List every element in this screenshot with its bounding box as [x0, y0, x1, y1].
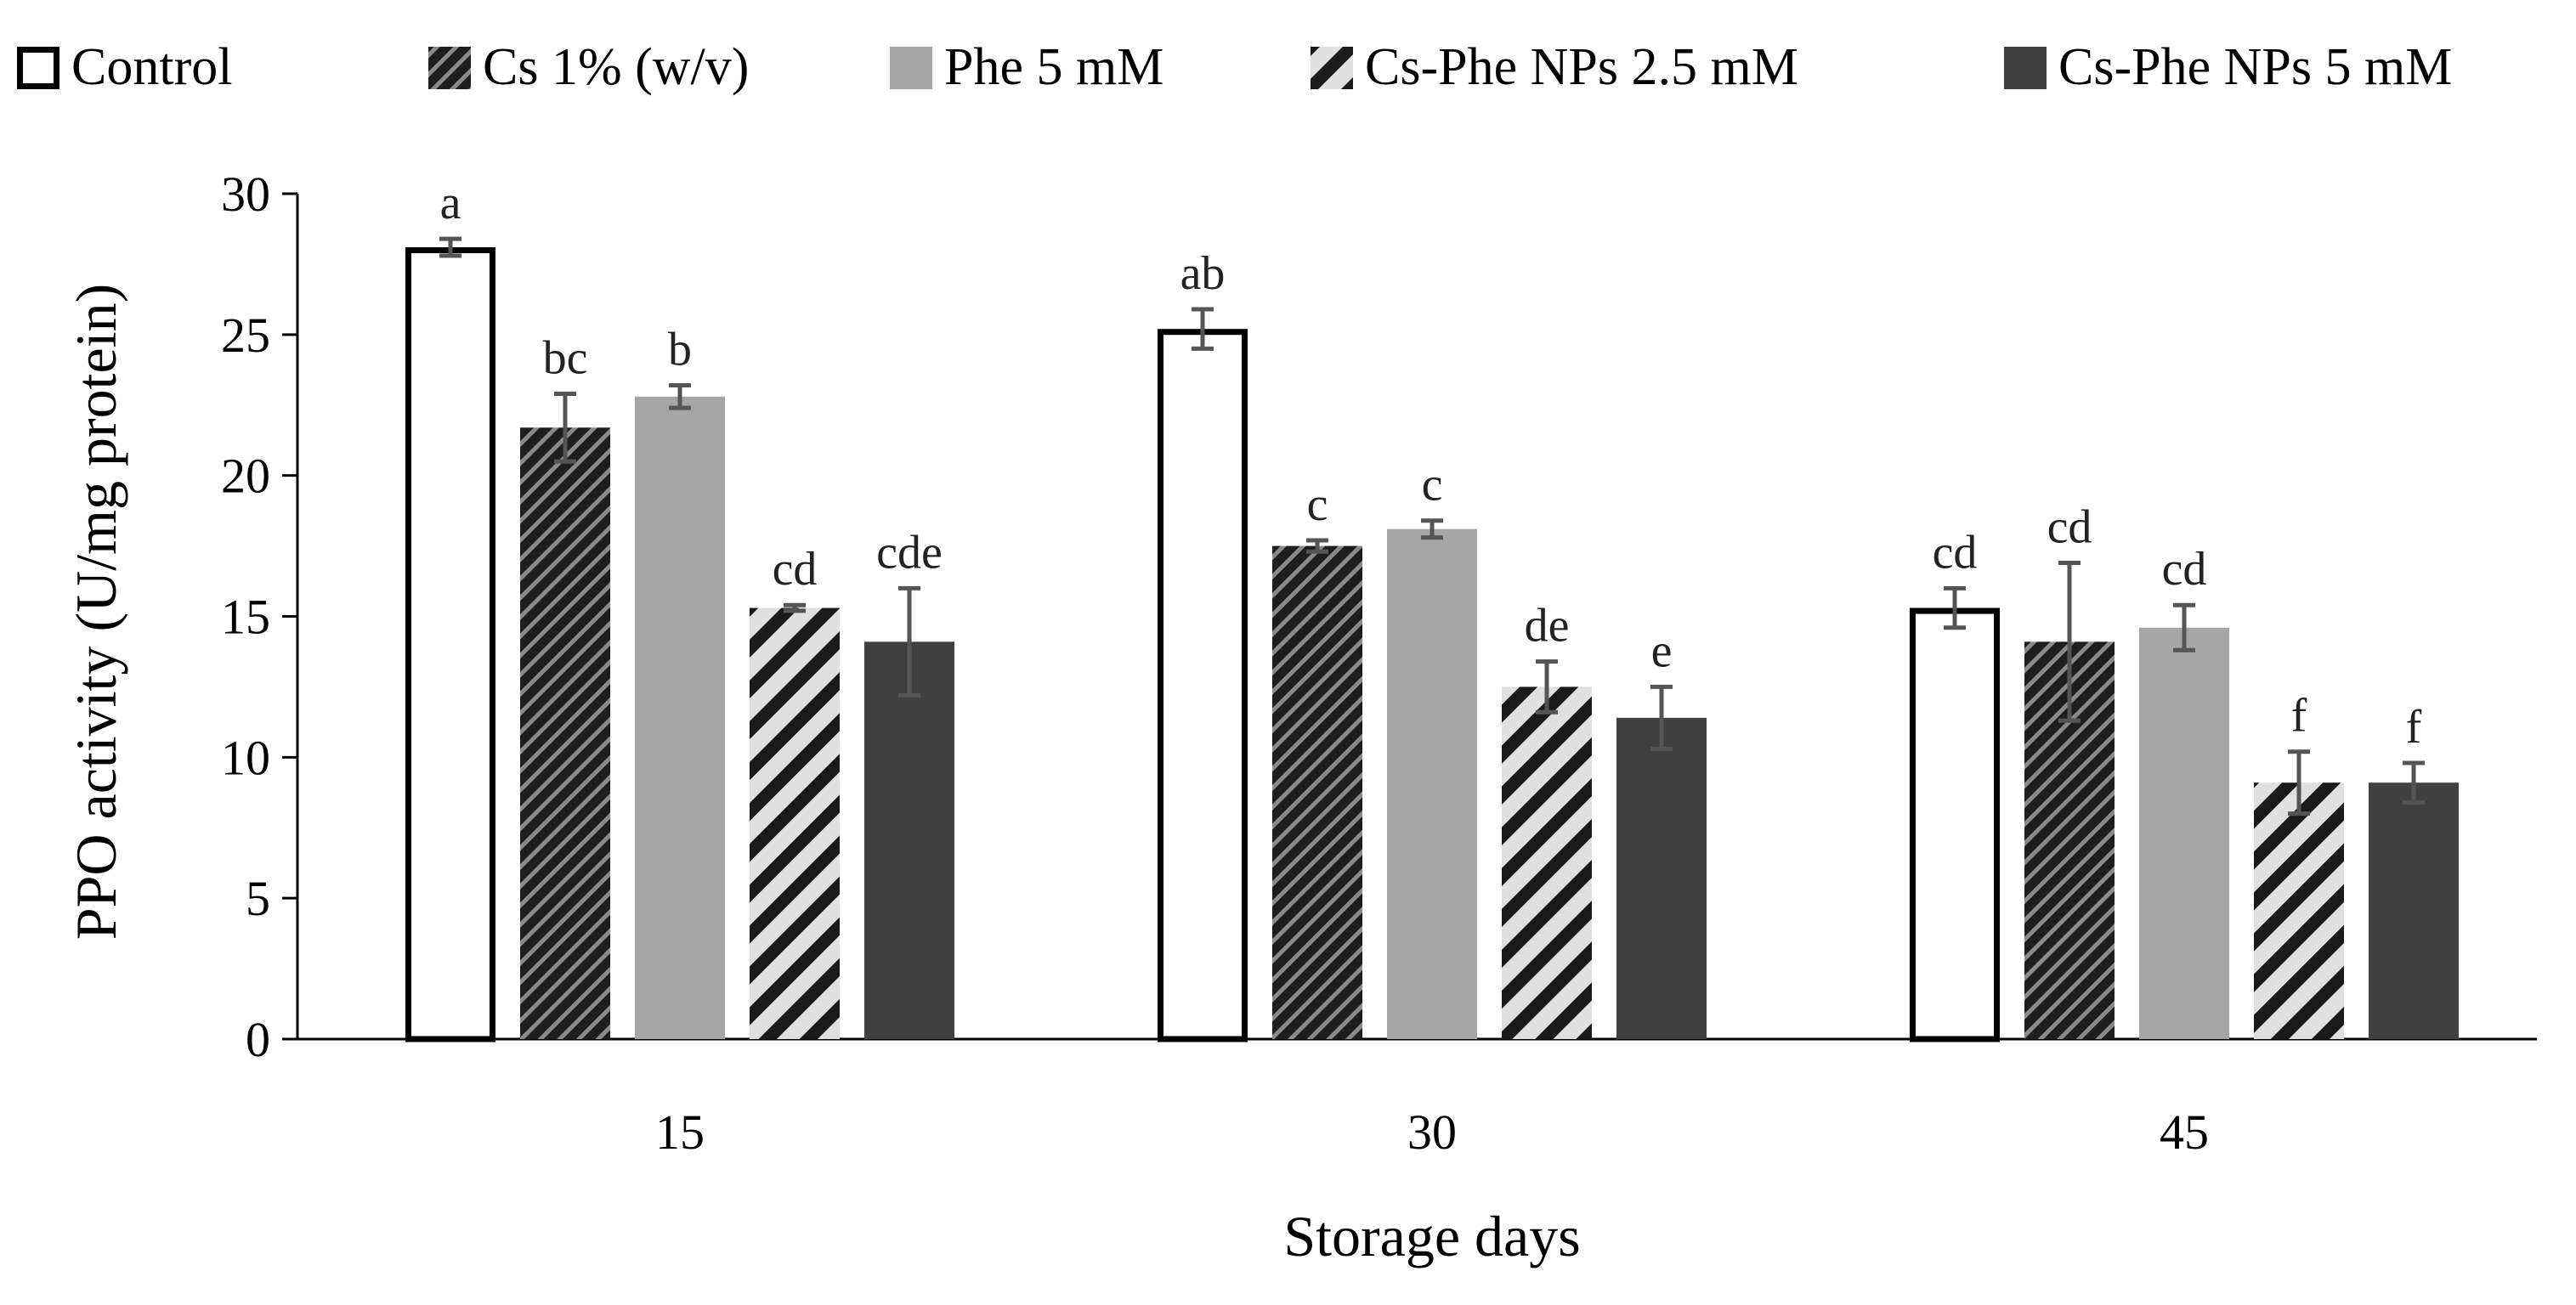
- y-tick-label: 0: [246, 1012, 270, 1067]
- bar-cs-phe-nps-5-mm-day-45: [2369, 782, 2459, 1039]
- y-tick-label: 15: [221, 590, 270, 645]
- significance-label: ab: [1180, 247, 1226, 300]
- error-bar-cs-phe-nps-2-5-mm-day-15: [784, 602, 806, 613]
- bar-control-day-45: [1910, 607, 2000, 1042]
- error-bar-phe-5-mm-day-45: [2173, 602, 2195, 652]
- bar-phe-5-mm-day-30: [1387, 528, 1477, 1039]
- bar-control-day-15: [405, 247, 495, 1042]
- error-bar-cs-1-w-v-day-15: [554, 391, 576, 464]
- legend-item-cs-1-w-v: Cs 1% (w/v): [428, 38, 749, 96]
- x-axis-title: Storage days: [1283, 1204, 1580, 1268]
- significance-label: c: [1422, 459, 1443, 511]
- significance-label: cd: [1933, 526, 1978, 579]
- x-tick-label: 15: [655, 1104, 705, 1160]
- significance-label: cd: [2047, 500, 2092, 553]
- error-bar-cs-1-w-v-day-30: [1306, 538, 1328, 554]
- significance-label: f: [2291, 690, 2307, 743]
- error-bars: [439, 236, 2425, 816]
- error-bar-cs-phe-nps-5-mm-day-15: [898, 585, 920, 698]
- error-bar-control-day-15: [439, 236, 461, 258]
- error-bar-cs-phe-nps-2-5-mm-day-45: [2288, 749, 2310, 816]
- significance-label: cd: [773, 543, 818, 596]
- y-tick-label: 5: [246, 871, 270, 926]
- error-bar-phe-5-mm-day-15: [669, 383, 691, 410]
- bar-phe-5-mm-day-45: [2139, 627, 2229, 1039]
- bar-control-day-30: [1158, 329, 1248, 1042]
- bar-series: [405, 247, 2459, 1042]
- legend-item-control: Control: [17, 38, 232, 96]
- x-tick-label: 45: [2160, 1104, 2209, 1160]
- y-axis-title: PPO activity (U/mg protein): [64, 284, 128, 940]
- legend-label: Cs-Phe NPs 5 mM: [2058, 38, 2452, 96]
- y-tick-label: 30: [221, 167, 270, 222]
- legend: Control Cs 1% (w/v) Phe 5 mM Cs-Phe NPs 2.5…: [17, 38, 2452, 96]
- x-axis: 15 30 45: [297, 1037, 2537, 1160]
- legend-label: Control: [71, 38, 232, 96]
- error-bar-cs-phe-nps-2-5-mm-day-30: [1536, 659, 1558, 715]
- legend-swatch: [2004, 47, 2047, 89]
- significance-label: bc: [543, 331, 588, 384]
- error-bar-control-day-45: [1944, 585, 1966, 630]
- legend-item-cs-phe-nps-2-5-mm: Cs-Phe NPs 2.5 mM: [1311, 38, 1798, 96]
- bar-cs-phe-nps-2-5-mm-day-45: [2254, 782, 2344, 1039]
- significance-label: b: [668, 324, 692, 376]
- error-bar-cs-phe-nps-5-mm-day-45: [2403, 760, 2425, 805]
- legend-swatch: [890, 47, 932, 89]
- significance-label: f: [2406, 701, 2422, 754]
- bar-cs-phe-nps-2-5-mm-day-30: [1502, 686, 1592, 1039]
- significance-label: c: [1307, 478, 1328, 531]
- legend-label: Cs 1% (w/v): [483, 38, 749, 96]
- significance-label: cd: [2162, 543, 2207, 596]
- legend-label: Phe 5 mM: [944, 38, 1163, 96]
- legend-swatch: [17, 47, 59, 89]
- error-bar-cs-phe-nps-5-mm-day-30: [1650, 684, 1673, 751]
- y-tick-label: 10: [221, 730, 270, 785]
- legend-swatch: [1311, 47, 1353, 89]
- bar-cs-1-w-v-day-15: [520, 427, 610, 1039]
- y-tick-label: 25: [221, 308, 270, 363]
- legend-label: Cs-Phe NPs 2.5 mM: [1365, 38, 1798, 96]
- error-bar-cs-1-w-v-day-45: [2058, 560, 2081, 723]
- legend-item-phe-5-mm: Phe 5 mM: [890, 38, 1163, 96]
- significance-label: a: [440, 177, 461, 229]
- significance-label: cde: [876, 526, 943, 579]
- significance-label: e: [1651, 624, 1673, 677]
- y-tick-label: 20: [221, 449, 270, 504]
- bar-phe-5-mm-day-15: [635, 396, 725, 1039]
- legend-swatch: [428, 47, 471, 89]
- error-bar-phe-5-mm-day-30: [1421, 518, 1443, 540]
- error-bar-control-day-30: [1192, 307, 1214, 351]
- bar-cs-1-w-v-day-30: [1272, 545, 1362, 1039]
- bar-cs-phe-nps-5-mm-day-30: [1616, 717, 1707, 1039]
- bar-cs-phe-nps-2-5-mm-day-15: [750, 607, 840, 1039]
- significance-label: de: [1525, 600, 1570, 652]
- y-axis: 0 5 10 15 20 25 30: [221, 167, 299, 1067]
- bar-cs-phe-nps-5-mm-day-15: [864, 641, 954, 1039]
- legend-item-cs-phe-nps-5-mm: Cs-Phe NPs 5 mM: [2004, 38, 2452, 96]
- x-tick-label: 30: [1407, 1104, 1457, 1160]
